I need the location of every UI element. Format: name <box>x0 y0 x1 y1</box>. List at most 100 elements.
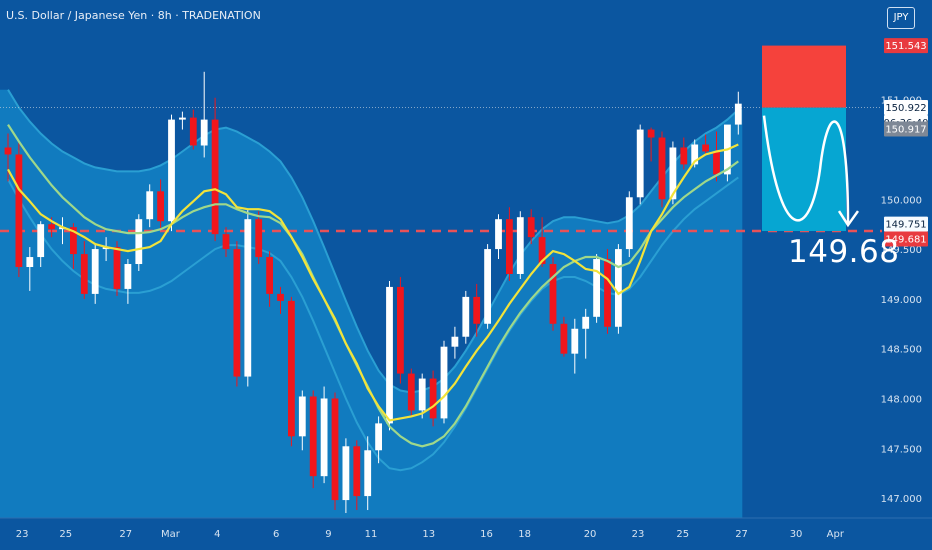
candle <box>495 214 502 260</box>
candle <box>179 111 186 130</box>
price-badge: 149.751 <box>884 216 928 232</box>
price-tick-label: 150.000 <box>881 195 922 206</box>
candle <box>342 438 350 514</box>
candle <box>462 290 470 344</box>
candle <box>15 141 23 277</box>
candle <box>549 257 557 331</box>
candle <box>451 326 459 359</box>
candle <box>647 127 655 162</box>
candle <box>713 131 720 182</box>
candle <box>320 386 328 484</box>
svg-text:151.543: 151.543 <box>885 41 926 52</box>
time-tick-label: 25 <box>676 529 689 540</box>
candle <box>113 241 121 296</box>
candlesticks <box>4 71 742 514</box>
candle <box>538 217 546 268</box>
candle <box>91 244 99 304</box>
candle <box>168 114 175 232</box>
candle <box>702 134 709 155</box>
time-tick-label: Apr <box>827 529 845 540</box>
time-tick-label: 18 <box>518 529 531 540</box>
time-tick-label: 9 <box>325 529 331 540</box>
candle <box>146 184 154 228</box>
time-tick-label: 16 <box>480 529 493 540</box>
time-tick-label: 6 <box>273 529 279 540</box>
svg-text:149.751: 149.751 <box>885 220 926 231</box>
time-tick-label: 27 <box>735 529 748 540</box>
price-tick-label: 149.500 <box>881 245 922 256</box>
time-tick-label: 25 <box>59 529 72 540</box>
candle <box>200 71 208 158</box>
take-profit-zone[interactable] <box>762 107 846 232</box>
time-axis[interactable]: 23 25 27 Mar 4 6 9 11 13 16 18 20 23 25 27 30 Apr <box>0 517 932 540</box>
candle <box>211 97 219 242</box>
time-tick-label: 13 <box>422 529 435 540</box>
candle <box>473 283 481 337</box>
candle <box>309 390 317 489</box>
candle <box>4 133 12 182</box>
time-tick-label: 30 <box>790 529 803 540</box>
time-tick-label: 20 <box>584 529 597 540</box>
svg-text:150.917: 150.917 <box>885 125 926 136</box>
candle <box>593 254 600 323</box>
candle <box>571 318 579 374</box>
band-upper-line <box>7 89 739 394</box>
currency-button[interactable]: JPY <box>887 7 915 29</box>
time-tick-label: 23 <box>632 529 645 540</box>
candle <box>37 221 45 268</box>
candle <box>386 280 393 431</box>
time-tick-label: Mar <box>161 529 181 540</box>
candle <box>255 211 263 265</box>
price-tick-label: 148.500 <box>881 345 922 356</box>
candle <box>429 370 437 427</box>
candle <box>440 340 448 424</box>
candle <box>724 124 731 182</box>
chart-title: U.S. Dollar / Japanese Yen · 8h · TRADEN… <box>6 9 261 22</box>
candle <box>124 259 132 304</box>
candle <box>135 214 143 271</box>
candle <box>244 209 252 387</box>
candle <box>582 308 590 359</box>
candle <box>516 211 524 279</box>
candle <box>734 91 742 135</box>
candle <box>288 296 295 447</box>
candle <box>189 109 197 150</box>
svg-text:150.922: 150.922 <box>885 103 926 114</box>
candle <box>625 191 633 258</box>
candle <box>222 227 230 258</box>
candle <box>680 137 688 170</box>
candle <box>266 251 273 307</box>
candle <box>615 244 622 334</box>
candle <box>604 249 611 334</box>
candle <box>331 392 339 511</box>
projection-arrow <box>762 115 850 224</box>
time-tick-label: 27 <box>119 529 132 540</box>
price-badges: 151.543150.92206:36:40150.917149.751149.… <box>884 38 928 247</box>
candle <box>157 179 164 230</box>
candle <box>353 440 361 511</box>
time-tick-label: 11 <box>365 529 378 540</box>
band-area <box>0 89 743 518</box>
time-tick-label: 23 <box>16 529 29 540</box>
candle <box>484 244 491 329</box>
candle <box>527 209 535 245</box>
time-tick-label: 4 <box>214 529 220 540</box>
candle <box>364 436 372 511</box>
target-price-label: 149.68 <box>788 234 900 270</box>
candle <box>80 241 88 299</box>
stop-loss-zone[interactable] <box>762 45 846 108</box>
candle <box>26 247 34 291</box>
candle <box>658 131 666 208</box>
candle <box>418 373 426 419</box>
svg-text:149.681: 149.681 <box>885 235 926 246</box>
fast-moving-average <box>7 143 739 422</box>
candle <box>636 124 644 205</box>
candle <box>298 390 306 451</box>
price-tick-label: 149.000 <box>881 295 922 306</box>
candle <box>233 241 241 387</box>
price-tick-label: 147.500 <box>881 444 922 455</box>
projection-arrow-head <box>837 210 860 228</box>
candle <box>397 276 404 384</box>
price-badge: 149.681 <box>884 231 928 247</box>
